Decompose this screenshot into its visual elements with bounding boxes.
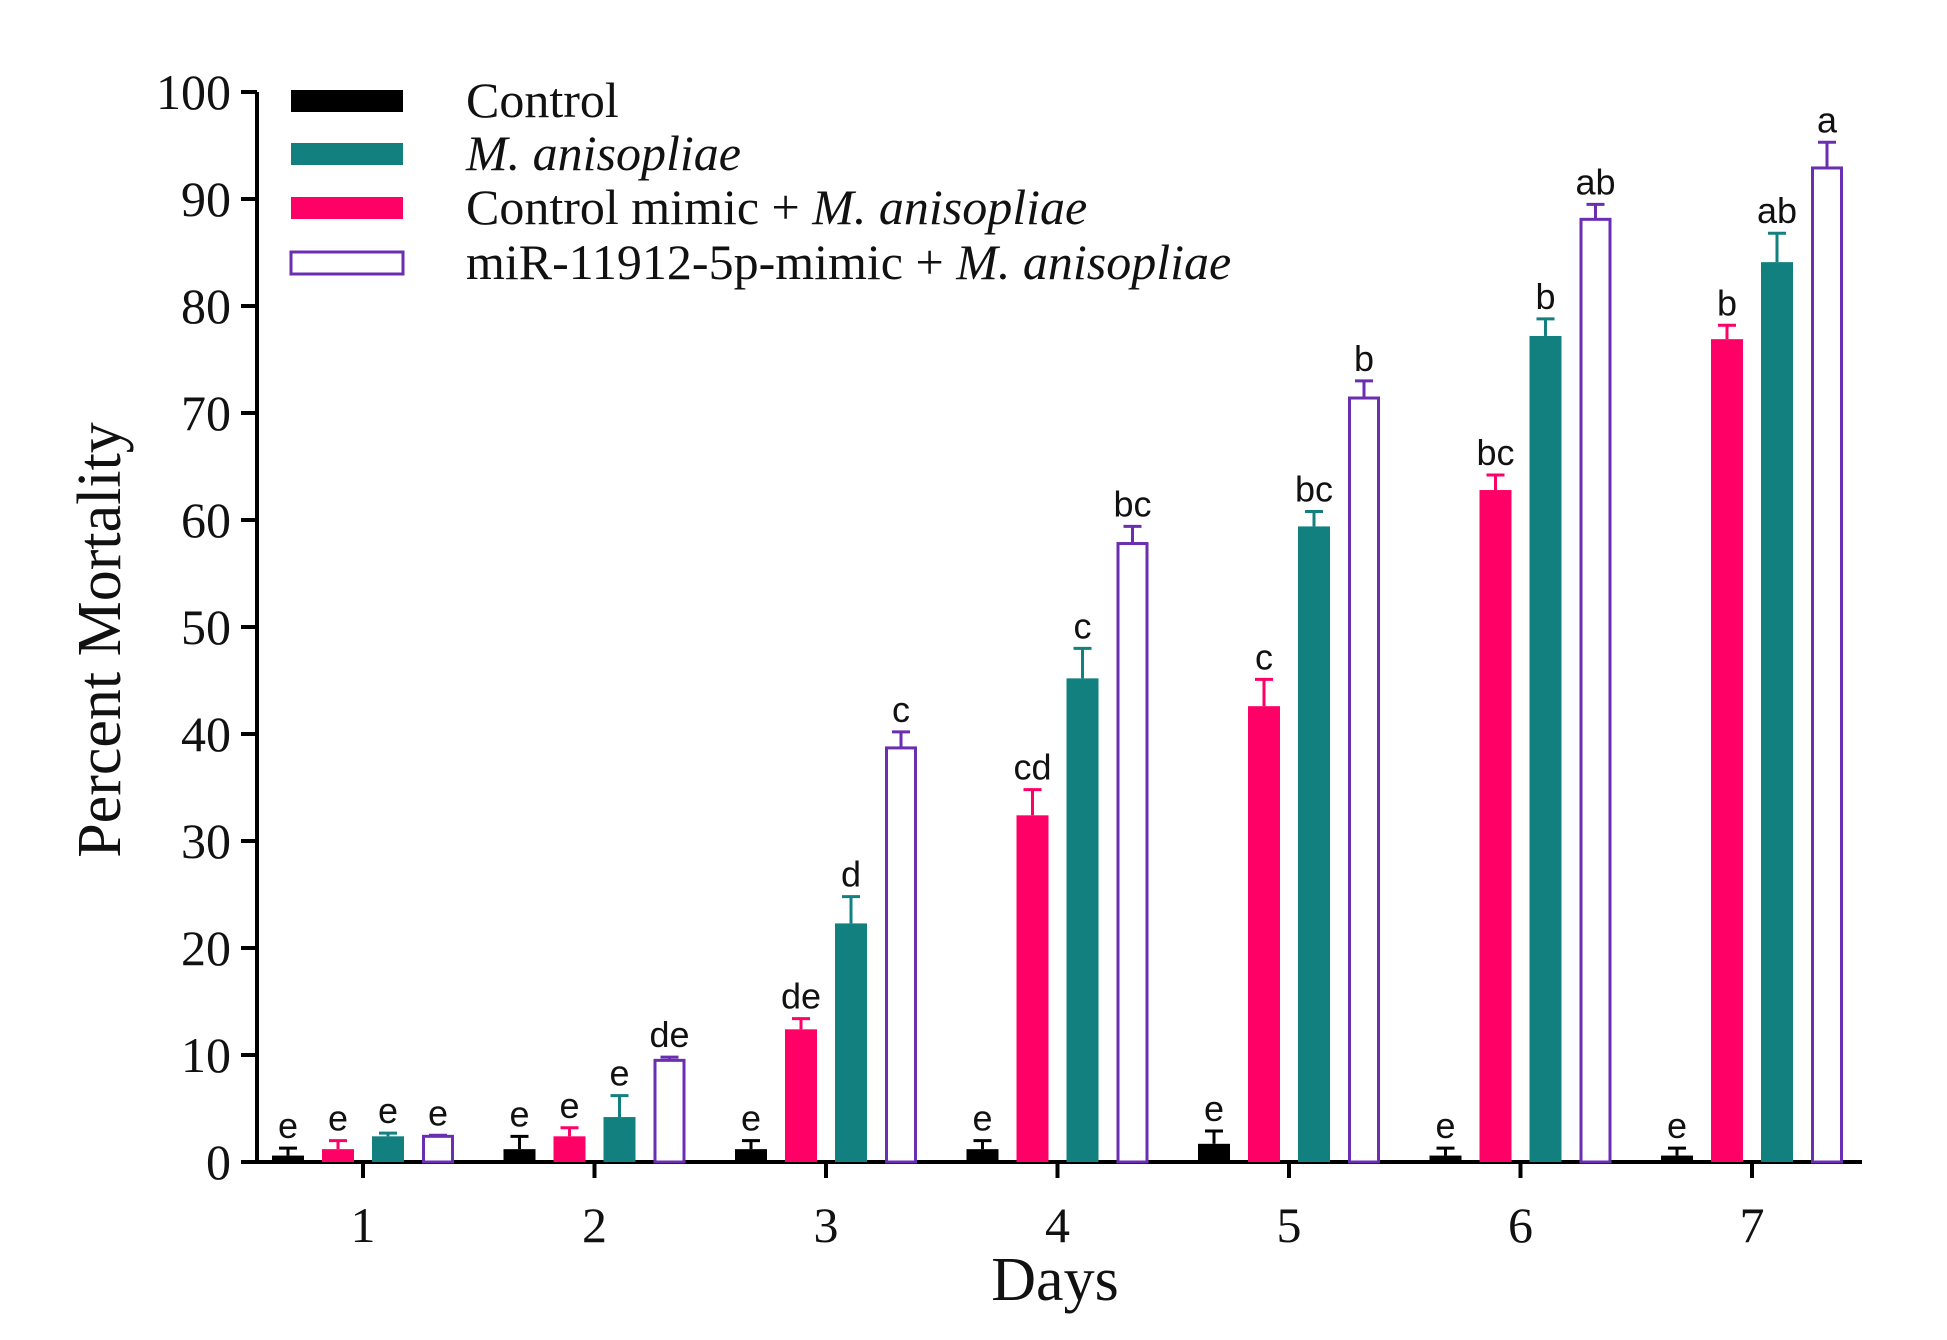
bar — [1529, 335, 1562, 1163]
y-axis-title: Percent Mortality — [66, 422, 134, 858]
legend-swatch — [291, 90, 403, 112]
significance-label: e — [609, 1053, 629, 1094]
bar — [553, 1136, 586, 1162]
y-tick-label: 10 — [181, 1027, 231, 1083]
significance-label: cd — [1013, 747, 1051, 788]
legend-swatch — [291, 143, 403, 165]
significance-label: e — [972, 1098, 992, 1139]
bar — [1248, 706, 1280, 1162]
significance-label: bc — [1476, 432, 1514, 473]
bar — [372, 1136, 404, 1162]
x-tick-label: 1 — [351, 1197, 376, 1253]
legend-label-part: Control — [466, 72, 619, 128]
y-tick-label: 40 — [181, 706, 231, 762]
y-tick-label: 70 — [181, 385, 231, 441]
significance-label: d — [841, 854, 861, 895]
y-tick-label: 90 — [181, 171, 231, 227]
bar — [1198, 1143, 1230, 1162]
x-tick-label: 7 — [1740, 1197, 1765, 1253]
legend-label-part: M. anisopliae — [811, 179, 1087, 235]
significance-label: e — [428, 1092, 448, 1133]
bar — [966, 1149, 999, 1162]
bar — [1298, 526, 1330, 1162]
bar — [1116, 542, 1149, 1164]
significance-label: e — [328, 1098, 348, 1139]
significance-label: b — [1535, 276, 1555, 317]
significance-label: c — [892, 689, 910, 730]
y-tick-label: 0 — [206, 1134, 231, 1190]
significance-label: e — [509, 1093, 529, 1134]
significance-label: e — [1204, 1088, 1224, 1129]
bar — [1429, 1155, 1462, 1162]
significance-label: e — [278, 1105, 298, 1146]
x-tick-label: 3 — [814, 1197, 839, 1253]
significance-label: de — [649, 1014, 689, 1055]
y-tick-label: 50 — [181, 599, 231, 655]
significance-label: e — [559, 1085, 579, 1126]
bar — [603, 1117, 636, 1162]
significance-label: e — [1667, 1105, 1687, 1146]
y-tick-label: 30 — [181, 813, 231, 869]
bar — [422, 1134, 454, 1164]
x-tick-label: 2 — [582, 1197, 607, 1253]
bar — [272, 1155, 304, 1162]
significance-label: e — [741, 1098, 761, 1139]
legend-label: M. anisopliae — [465, 125, 741, 181]
significance-label: c — [1074, 605, 1092, 646]
bar — [322, 1149, 354, 1162]
bar — [735, 1149, 767, 1162]
bar — [1348, 396, 1380, 1164]
legend-label-part: miR-11912-5p-mimic + — [466, 234, 956, 290]
significance-label: b — [1717, 282, 1737, 323]
y-tick-label: 60 — [181, 492, 231, 548]
axes: 0 10 20 30 40 50 60 70 80 90 100 1 2 3 4 5 6 7 — [156, 64, 1862, 1253]
significance-label: ab — [1575, 161, 1615, 202]
bar — [1066, 678, 1099, 1162]
legend-swatch — [289, 250, 405, 276]
y-tick-label: 100 — [156, 64, 231, 120]
significance-label: e — [1435, 1105, 1455, 1146]
significance-label: de — [781, 976, 821, 1017]
bar — [785, 1029, 817, 1162]
bar — [1661, 1155, 1693, 1162]
legend-label-part: Control mimic + — [466, 179, 812, 235]
significance-label: e — [378, 1090, 398, 1131]
bar — [835, 923, 867, 1162]
x-tick-label: 6 — [1508, 1197, 1533, 1253]
bar — [1761, 262, 1793, 1162]
bar — [503, 1149, 536, 1162]
significance-label: c — [1255, 636, 1273, 677]
y-tick-label: 80 — [181, 278, 231, 334]
legend-swatch — [291, 197, 403, 219]
bar — [653, 1058, 686, 1164]
significance-label: bc — [1113, 483, 1151, 524]
bar — [1711, 339, 1743, 1162]
legend-label-part: M. anisopliae — [465, 125, 741, 181]
legend-label: Control — [466, 72, 619, 128]
bar — [885, 746, 917, 1164]
legend-label: Control mimic + M. anisopliae — [466, 179, 1087, 235]
significance-label: bc — [1295, 468, 1333, 509]
significance-label: b — [1354, 338, 1374, 379]
bar — [1579, 217, 1612, 1164]
significance-label: ab — [1757, 190, 1797, 231]
y-tick-label: 20 — [181, 920, 231, 976]
legend-label: miR-11912-5p-mimic + M. anisopliae — [466, 234, 1231, 290]
x-tick-label: 4 — [1045, 1197, 1070, 1253]
bar — [1479, 490, 1512, 1162]
x-tick-label: 5 — [1277, 1197, 1302, 1253]
bar — [1811, 166, 1843, 1164]
significance-label: a — [1817, 99, 1838, 140]
legend-label-part: M. anisopliae — [955, 234, 1231, 290]
x-axis-title: Days — [991, 1246, 1118, 1314]
bar — [1016, 815, 1049, 1162]
